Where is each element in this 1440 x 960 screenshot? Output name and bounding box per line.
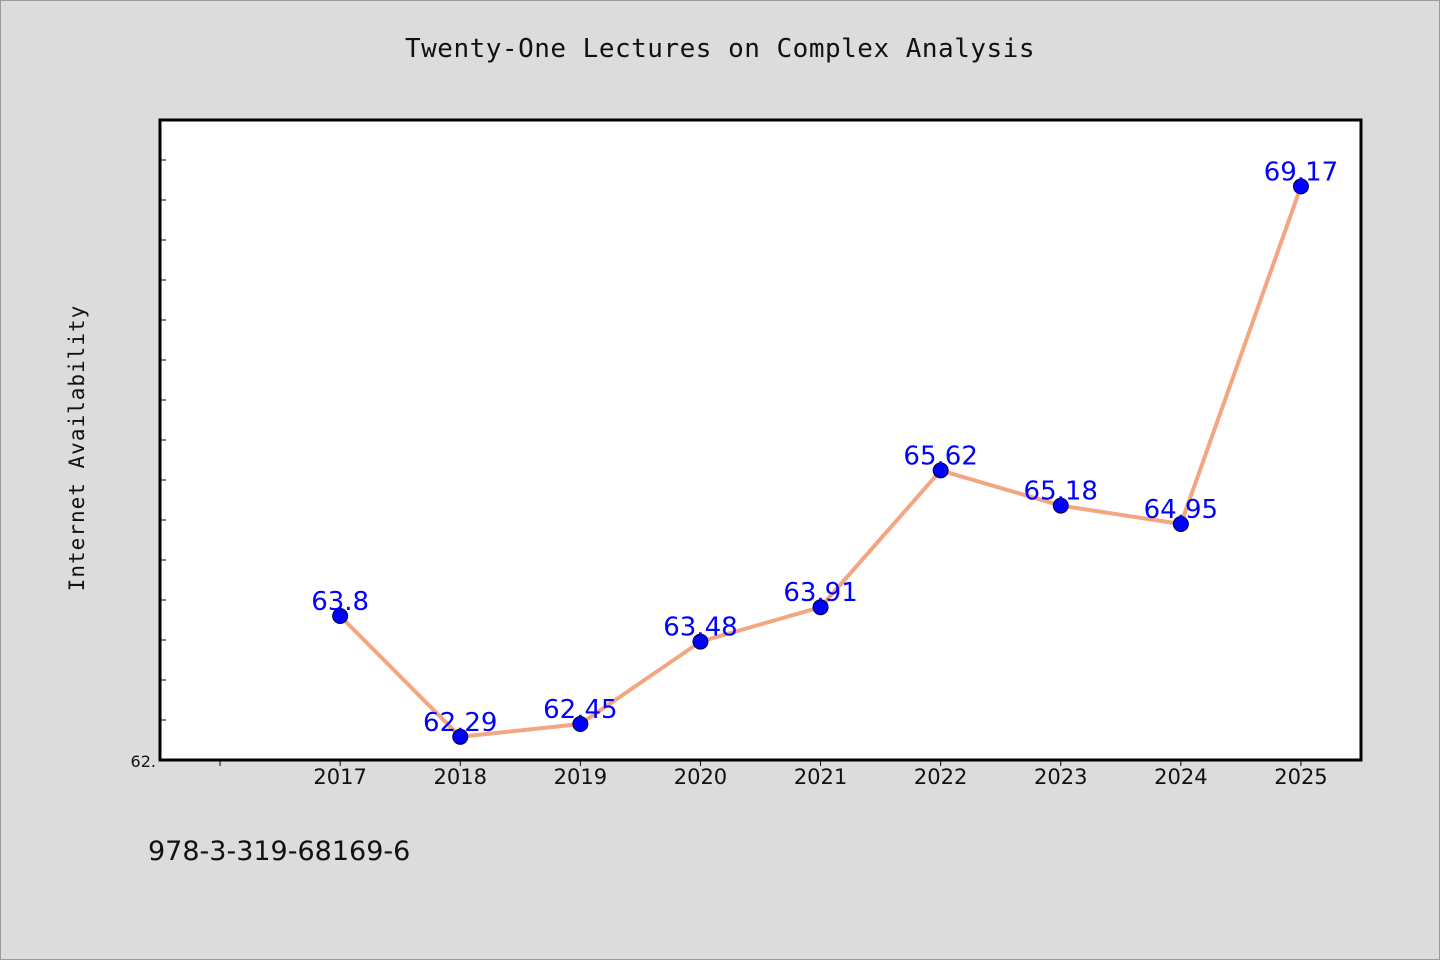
x-tick-label: 2022: [914, 765, 967, 789]
data-point: [1052, 497, 1069, 514]
y-minor-ticks: [160, 159, 166, 721]
data-label: 63.8: [311, 587, 369, 617]
y-tick-label: 62.: [131, 752, 156, 771]
data-point: [332, 608, 349, 624]
data-label: 62.45: [543, 695, 617, 725]
x-tick-label: 2025: [1274, 765, 1327, 789]
x-tick-label: 2019: [554, 765, 607, 789]
data-point: [932, 462, 949, 479]
data-label: 64.95: [1144, 495, 1218, 525]
x-tick-label: 2020: [674, 765, 727, 789]
x-tick-label: 2021: [794, 765, 847, 789]
data-point: [572, 716, 589, 732]
plot-area: [158, 118, 1363, 762]
data-label: 63.91: [783, 578, 857, 608]
data-label: 65.62: [903, 441, 977, 471]
x-tick-label: 2018: [434, 765, 487, 789]
data-label: 65.18: [1024, 477, 1098, 507]
y-axis-label: Internet Availability: [65, 305, 89, 592]
data-point: [1292, 178, 1309, 195]
data-labels: 63.8 62.29 62.45 63.48 63.91 65.62 65.18 64.95 6…: [311, 157, 1338, 737]
x-tick-label: 2017: [313, 765, 366, 789]
data-point: [812, 599, 829, 616]
series-markers: [332, 178, 1309, 745]
data-point: [692, 633, 709, 650]
data-point: [452, 728, 469, 745]
data-label: 69.17: [1264, 157, 1338, 187]
footer-code: 978-3-319-68169-6: [148, 836, 411, 867]
chart-title: Twenty-One Lectures on Complex Analysis: [405, 34, 1035, 64]
data-point: [1172, 516, 1189, 532]
data-label: 63.48: [663, 613, 737, 643]
x-tick-label: 2024: [1154, 765, 1207, 789]
x-axis-ticks: 2017 2018 2019 2020 2021 2022 2023 2024 2025: [219, 760, 1328, 789]
data-label: 62.29: [423, 708, 497, 738]
x-tick-label: 2023: [1034, 765, 1087, 789]
